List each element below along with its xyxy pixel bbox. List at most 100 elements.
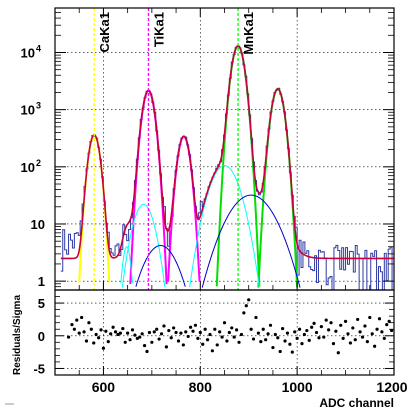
residual-point bbox=[317, 336, 321, 340]
total-fit-curve bbox=[60, 44, 394, 260]
residual-point bbox=[382, 336, 386, 340]
plot-frames bbox=[5, 7, 395, 405]
residual-point bbox=[358, 330, 362, 334]
residual-point bbox=[232, 335, 236, 339]
residual-point bbox=[249, 327, 253, 331]
residual-point bbox=[176, 339, 181, 343]
residual-point bbox=[314, 330, 319, 335]
broad-component-curve-1 bbox=[135, 245, 186, 287]
residual-point bbox=[77, 331, 81, 335]
x-tick-label: 1200 bbox=[376, 379, 407, 395]
residual-point bbox=[242, 311, 246, 315]
x-tick-label: 800 bbox=[189, 379, 213, 395]
residual-point bbox=[307, 338, 311, 342]
axis-ticks bbox=[54, 7, 395, 376]
residual-point bbox=[104, 329, 108, 333]
residual-point bbox=[247, 298, 251, 302]
residual-point bbox=[271, 345, 275, 350]
residual-point bbox=[179, 331, 183, 335]
y-tick-label-exponent: 4 bbox=[36, 43, 41, 53]
residual-point bbox=[310, 325, 314, 329]
y-tick-label: 10 bbox=[21, 160, 35, 175]
residual-point bbox=[334, 329, 338, 333]
residual-point bbox=[162, 324, 166, 328]
residual-point bbox=[92, 341, 96, 345]
residual-point bbox=[116, 332, 120, 337]
residual-point bbox=[237, 340, 241, 344]
residual-point bbox=[181, 343, 185, 347]
y-tick-label: -5 bbox=[33, 361, 45, 376]
y-tick-label: 10 bbox=[31, 217, 45, 232]
residual-point bbox=[147, 330, 152, 335]
residual-point bbox=[266, 332, 270, 336]
residual-point bbox=[172, 326, 176, 330]
residual-point bbox=[305, 328, 309, 333]
residual-plot-area bbox=[66, 298, 394, 355]
residual-point bbox=[174, 330, 178, 335]
residual-point bbox=[213, 327, 217, 331]
residual-point bbox=[293, 330, 297, 334]
residual-point bbox=[351, 326, 355, 330]
residual-point bbox=[244, 304, 248, 308]
residual-point bbox=[167, 328, 171, 333]
residual-point bbox=[87, 321, 91, 325]
residual-point bbox=[201, 342, 205, 346]
broad-component-curve-2 bbox=[201, 194, 301, 288]
residual-point bbox=[89, 327, 93, 331]
ti-escape-curve-2 bbox=[189, 165, 260, 288]
residual-point bbox=[96, 336, 101, 340]
residual-point bbox=[130, 328, 135, 332]
residual-point bbox=[327, 328, 331, 332]
residual-point bbox=[82, 330, 86, 334]
residual-point bbox=[111, 325, 115, 329]
residual-point bbox=[297, 327, 302, 331]
residual-point bbox=[215, 343, 219, 347]
line-label-mnka1: MnKa1 bbox=[241, 12, 256, 55]
x-tick-label: 1000 bbox=[282, 379, 313, 395]
residual-point bbox=[80, 315, 84, 320]
residual-point bbox=[193, 323, 198, 327]
residual-point bbox=[341, 336, 345, 340]
residual-point bbox=[389, 328, 394, 333]
residual-point bbox=[126, 331, 130, 335]
residual-point bbox=[281, 326, 285, 331]
residual-point bbox=[70, 323, 74, 327]
residual-point bbox=[256, 331, 260, 335]
residual-point bbox=[118, 331, 122, 335]
residual-point bbox=[273, 332, 277, 337]
residual-point bbox=[99, 328, 103, 332]
residual-point bbox=[375, 327, 379, 331]
residual-point bbox=[159, 332, 164, 336]
y-axis-label: Residuals/Sigma bbox=[12, 295, 23, 375]
residual-point bbox=[155, 327, 159, 331]
residual-point bbox=[363, 324, 367, 328]
residual-point bbox=[380, 330, 384, 334]
line-label-caka1: CaKa1 bbox=[97, 12, 112, 52]
residual-point bbox=[218, 330, 222, 334]
residual-point bbox=[150, 340, 154, 344]
residual-point bbox=[109, 332, 113, 336]
residual-point bbox=[169, 336, 173, 340]
residual-point bbox=[285, 331, 290, 335]
residual-point bbox=[128, 338, 132, 342]
residual-point bbox=[225, 339, 229, 343]
residual-point bbox=[84, 339, 89, 343]
x-tick-label: 600 bbox=[92, 379, 116, 395]
ca-escape-curve-1 bbox=[120, 246, 133, 284]
residual-point bbox=[198, 330, 202, 335]
residual-point bbox=[288, 342, 292, 346]
y-tick-label: 0 bbox=[38, 329, 45, 344]
residual-point bbox=[343, 319, 348, 323]
residual-point bbox=[164, 345, 168, 349]
residual-point bbox=[268, 323, 273, 327]
residual-point bbox=[370, 332, 374, 336]
residual-point bbox=[302, 332, 307, 337]
residual-point bbox=[300, 342, 304, 346]
residual-point bbox=[290, 350, 294, 354]
residual-point bbox=[331, 342, 336, 346]
residual-point bbox=[191, 329, 195, 333]
residual-point bbox=[186, 334, 190, 339]
residual-point bbox=[322, 335, 326, 339]
residual-point bbox=[360, 335, 365, 339]
